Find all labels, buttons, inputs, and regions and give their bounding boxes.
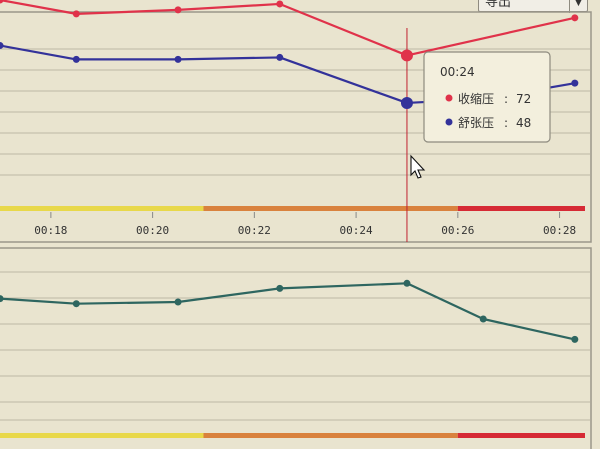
status-segment	[457, 206, 585, 211]
data-point[interactable]	[0, 0, 4, 4]
status-segment	[0, 433, 204, 438]
tooltip-sep-diastolic: :	[504, 116, 508, 130]
top-x-axis: 00:18 00:20 00:22 00:24 00:26 00:28	[34, 212, 576, 237]
data-point[interactable]	[72, 55, 80, 63]
data-point[interactable]	[400, 96, 413, 109]
x-tick-label: 00:24	[340, 224, 373, 237]
tooltip-dot-diastolic	[445, 118, 453, 126]
x-tick-label: 00:26	[441, 224, 474, 237]
data-point[interactable]	[571, 14, 579, 22]
status-segment	[203, 433, 458, 438]
mouse-cursor-icon	[410, 154, 426, 179]
top-status-bar	[0, 206, 585, 211]
data-point[interactable]	[174, 6, 182, 14]
x-tick-label: 00:18	[34, 224, 67, 237]
data-point[interactable]	[571, 335, 579, 343]
data-point[interactable]	[0, 42, 4, 50]
tooltip-box	[423, 51, 551, 143]
x-tick-label: 00:20	[136, 224, 169, 237]
status-segment	[457, 433, 585, 438]
tooltip-label-systolic: 收缩压	[458, 91, 494, 106]
data-point[interactable]	[72, 300, 80, 308]
status-segment	[0, 206, 204, 211]
export-label: 导出	[485, 0, 512, 10]
bottom-panel-frame	[0, 247, 592, 449]
data-point[interactable]	[174, 55, 182, 63]
data-point[interactable]	[276, 0, 284, 8]
data-point[interactable]	[403, 279, 411, 287]
tooltip-value-systolic: 72	[516, 92, 531, 106]
bottom-status-bar	[0, 433, 585, 438]
series-line	[0, 282, 576, 341]
x-tick-label: 00:22	[238, 224, 271, 237]
top-panel-frame	[0, 11, 592, 243]
tooltip: 00:24 收缩压 : 72 舒张压 : 48	[423, 51, 551, 143]
x-tick-label: 00:28	[543, 224, 576, 237]
tooltip-label-diastolic: 舒张压	[458, 116, 494, 130]
data-point[interactable]	[174, 298, 182, 306]
bottom-grid	[0, 271, 590, 421]
tooltip-time: 00:24	[440, 65, 475, 79]
data-point[interactable]	[72, 10, 80, 18]
bottom-series[interactable]	[0, 279, 579, 343]
tooltip-sep-systolic: :	[504, 92, 508, 106]
chevron-down-icon: ▼	[569, 0, 587, 13]
tooltip-dot-systolic	[445, 94, 453, 102]
data-point[interactable]	[0, 295, 4, 303]
data-point[interactable]	[479, 315, 487, 323]
tooltip-value-diastolic: 48	[516, 116, 531, 130]
data-point[interactable]	[571, 79, 579, 87]
series-line	[0, 0, 576, 57]
data-point[interactable]	[276, 53, 284, 61]
status-segment	[203, 206, 458, 211]
data-point[interactable]	[276, 284, 284, 292]
data-point[interactable]	[400, 49, 413, 62]
